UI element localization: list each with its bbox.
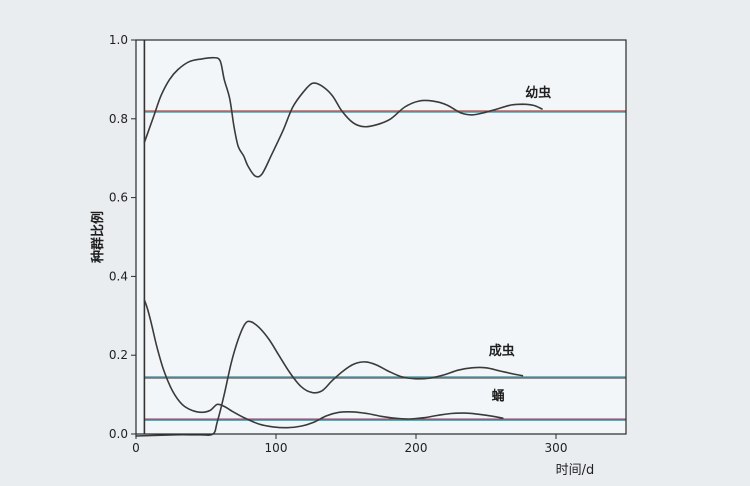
x-tick-label-0: 0 [132,441,140,455]
series-label-0: 幼虫 [525,85,551,101]
y-axis-title: 种群比例 [90,211,106,264]
x-tick-label-3: 300 [545,441,568,455]
series-line-0 [143,56,543,178]
y-tick-label-3: 0.6 [109,191,128,205]
y-tick-label-0: 0.0 [109,427,128,441]
series-line-2 [143,299,504,429]
x-axis-title: 时间/d [556,463,595,478]
x-tick-label-1: 100 [265,441,288,455]
y-tick-label-1: 0.2 [109,348,128,362]
series-label-2: 蛹 [492,388,505,404]
series-label-1: 成虫 [489,343,515,359]
x-tick-label-2: 200 [405,441,428,455]
axis-ticks: 0 100 200 300 0.0 0.2 0.4 0.6 0.8 1.0 [109,33,568,455]
plot-frame [135,39,627,435]
y-tick-label-5: 1.0 [109,33,128,47]
y-tick-label-2: 0.4 [109,269,128,283]
series-line-1 [135,320,524,437]
y-tick-label-4: 0.8 [109,112,128,126]
plot-background [136,40,626,434]
